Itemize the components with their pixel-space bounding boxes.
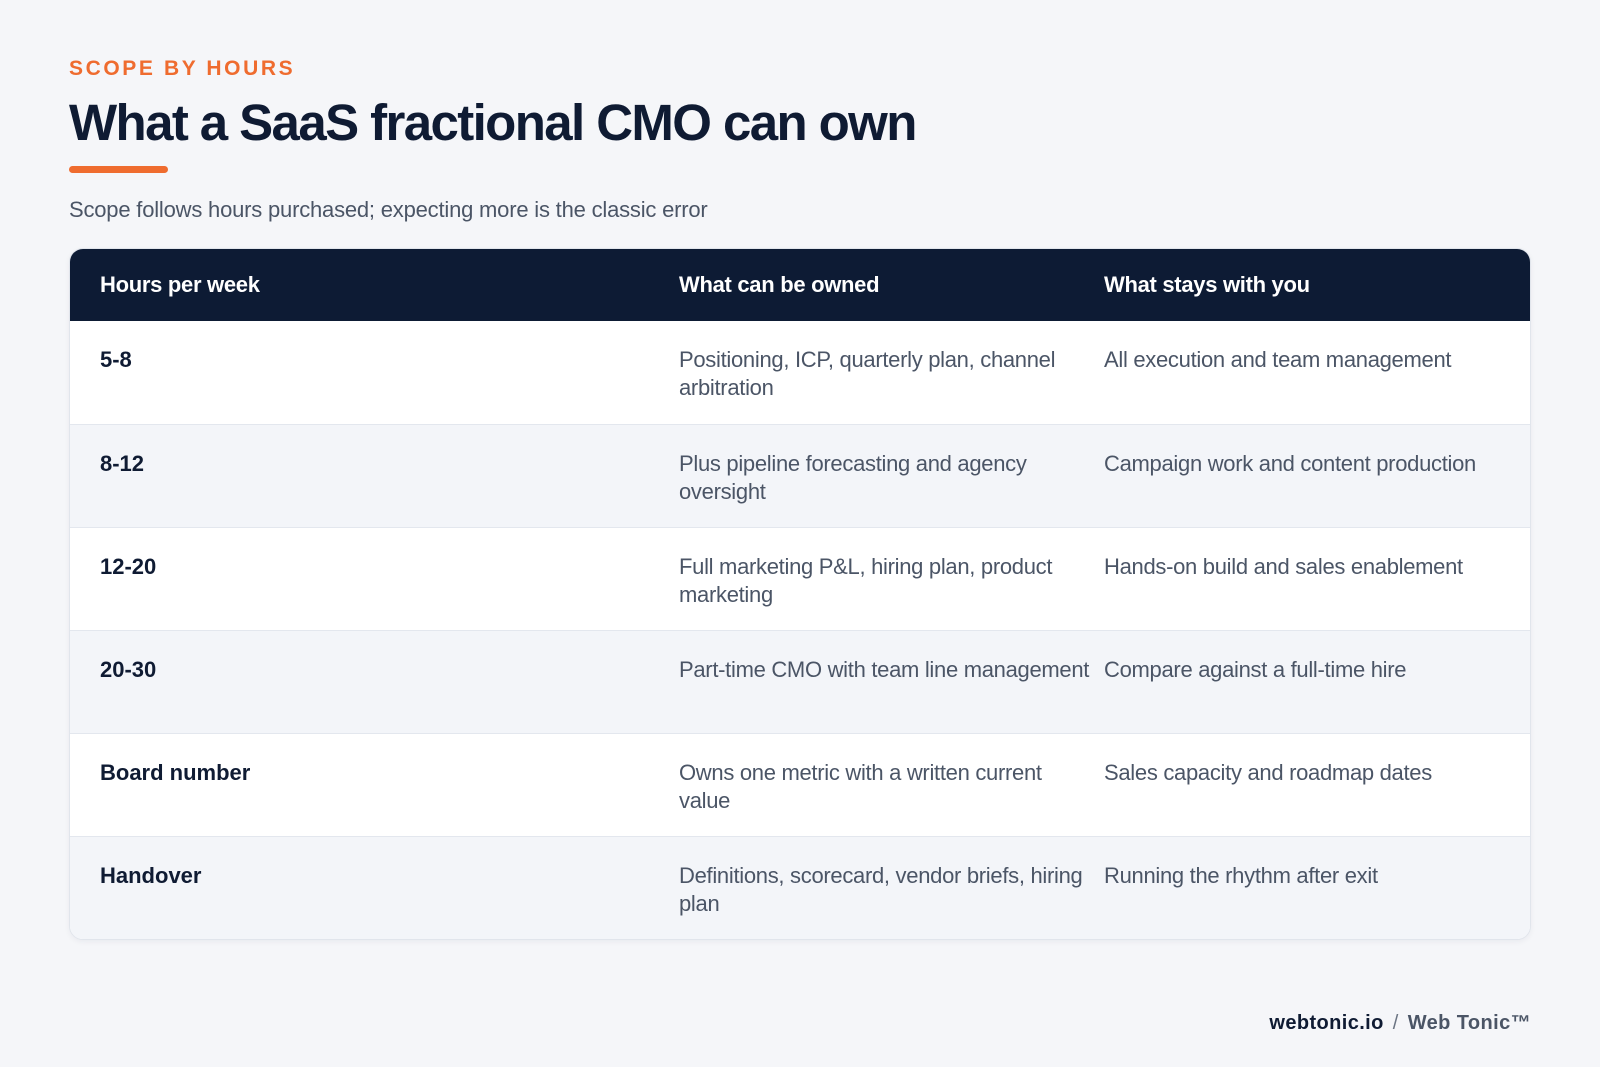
row-owned-cell: Plus pipeline forecasting and agency ove… xyxy=(679,451,1027,504)
footer-credit: webtonic.io / Web Tonic™ xyxy=(1269,1012,1531,1035)
page-title: What a SaaS fractional CMO can own xyxy=(69,94,917,151)
table-row: Board number Owns one metric with a writ… xyxy=(70,733,1530,836)
row-owned-cell: Full marketing P&L, hiring plan, product… xyxy=(679,554,1053,607)
row-stays-cell: Compare against a full-time hire xyxy=(1104,657,1407,682)
column-header-hours: Hours per week xyxy=(100,272,260,297)
footer-separator: / xyxy=(1392,1012,1399,1034)
row-owned-cell: Definitions, scorecard, vendor briefs, h… xyxy=(679,863,1083,916)
scope-table: Hours per week What can be owned What st… xyxy=(69,248,1531,940)
row-stays-cell: Sales capacity and roadmap dates xyxy=(1104,760,1432,785)
row-hours-cell: 20-30 xyxy=(100,657,157,682)
row-hours-cell: Board number xyxy=(100,760,251,785)
row-owned-cell: Part-time CMO with team line management xyxy=(679,657,1090,682)
row-stays-cell: Campaign work and content production xyxy=(1104,451,1476,476)
table-row: 20-30 Part-time CMO with team line manag… xyxy=(70,630,1530,733)
footer-domain-link[interactable]: webtonic.io xyxy=(1269,1012,1384,1034)
table-row: 8-12 Plus pipeline forecasting and agenc… xyxy=(70,424,1530,527)
column-header-owned: What can be owned xyxy=(679,272,880,297)
table-header: Hours per week What can be owned What st… xyxy=(70,249,1530,321)
column-header-stays: What stays with you xyxy=(1104,272,1310,297)
row-stays-cell: Running the rhythm after exit xyxy=(1104,863,1378,888)
row-hours-cell: 12-20 xyxy=(100,554,157,579)
row-owned-cell: Positioning, ICP, quarterly plan, channe… xyxy=(679,347,1056,400)
row-owned-cell: Owns one metric with a written current v… xyxy=(679,760,1042,813)
row-stays-cell: All execution and team management xyxy=(1104,347,1452,372)
table-row: Handover Definitions, scorecard, vendor … xyxy=(70,836,1530,939)
row-hours-cell: Handover xyxy=(100,863,202,888)
footer-brand: Web Tonic™ xyxy=(1407,1012,1531,1034)
table-row: 5-8 Positioning, ICP, quarterly plan, ch… xyxy=(70,321,1530,424)
table-body: 5-8 Positioning, ICP, quarterly plan, ch… xyxy=(70,321,1530,939)
row-hours-cell: 5-8 xyxy=(100,347,132,372)
table-row: 12-20 Full marketing P&L, hiring plan, p… xyxy=(70,527,1530,630)
eyebrow-label: SCOPE BY HOURS xyxy=(69,57,296,80)
page-subtitle: Scope follows hours purchased; expecting… xyxy=(69,197,708,222)
row-hours-cell: 8-12 xyxy=(100,451,145,476)
row-stays-cell: Hands-on build and sales enablement xyxy=(1104,554,1463,579)
title-underline xyxy=(69,166,168,173)
